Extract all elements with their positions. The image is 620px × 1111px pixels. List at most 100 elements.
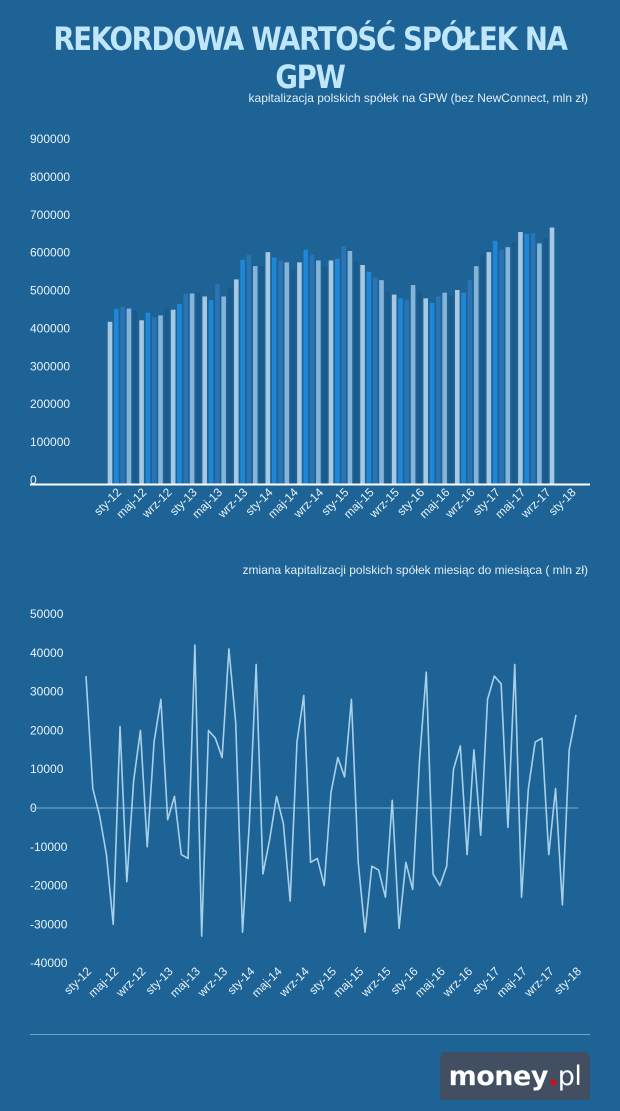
line-x-tick-label: sty-18 (551, 964, 584, 997)
bar-y-tick-label: 700000 (30, 208, 70, 222)
bar (215, 283, 220, 484)
bar (372, 277, 378, 484)
bar (549, 227, 555, 485)
bar-y-tick-label: 0 (30, 473, 37, 487)
bar (537, 243, 542, 484)
bar (511, 241, 517, 484)
bar (467, 280, 473, 484)
line-y-tick-label: 20000 (30, 723, 64, 737)
bar (442, 292, 447, 484)
line-x-tick-label: maj-13 (167, 964, 203, 1000)
bar (303, 249, 309, 484)
bar (202, 296, 208, 484)
line-x-tick-label: wrz-13 (194, 964, 230, 1000)
bar (183, 293, 189, 484)
bar (341, 246, 346, 484)
change-series-line (85, 644, 577, 937)
bar (208, 300, 214, 484)
bar (473, 266, 479, 484)
money-pl-logo[interactable]: money. pl (440, 1052, 590, 1100)
bar (379, 280, 384, 484)
bar (423, 298, 429, 484)
bar (360, 265, 365, 484)
bar (328, 260, 334, 484)
bar (322, 267, 327, 484)
line-x-tick-label: wrz-17 (521, 964, 557, 1000)
bar (151, 317, 157, 484)
bar (284, 262, 290, 484)
bar (278, 260, 283, 484)
bar (158, 315, 163, 484)
bar (316, 260, 321, 484)
bar (486, 252, 492, 484)
bar (221, 296, 226, 484)
footer-divider (30, 1034, 590, 1035)
line-y-tick-label: -20000 (30, 879, 68, 893)
line-y-tick-label: -30000 (30, 917, 68, 931)
bar (417, 291, 422, 484)
logo-text-pl: pl (557, 1060, 582, 1092)
bar (410, 285, 416, 484)
bar-chart: 900000 800000 700000 600000 500000 400000 3000… (30, 132, 590, 521)
bar (233, 279, 239, 484)
bar (499, 249, 504, 484)
bar (290, 269, 296, 484)
bar (126, 308, 132, 484)
bar (454, 290, 460, 484)
line-x-tick-label: maj-14 (249, 964, 285, 1000)
line-x-tick-label: maj-15 (331, 964, 367, 1000)
bar-y-tick-label: 600000 (30, 246, 70, 260)
bar (177, 304, 182, 484)
bar (265, 252, 271, 484)
bar (366, 271, 372, 484)
bar (145, 312, 151, 484)
line-x-tick-label: maj-12 (86, 964, 122, 1000)
bar-y-tick-label: 300000 (30, 359, 70, 373)
bar (170, 309, 176, 484)
line-x-tick-label: maj-16 (412, 964, 448, 1000)
line-y-tick-label: 10000 (30, 762, 64, 776)
bar (107, 321, 113, 484)
bar (436, 296, 441, 484)
bar (492, 240, 498, 484)
bar-chart-subtitle: kapitalizacja polskich spółek na GPW (be… (248, 91, 588, 105)
bar (448, 296, 454, 484)
bar (240, 259, 245, 484)
bar (132, 310, 138, 484)
bar (461, 292, 466, 484)
bar (518, 232, 523, 484)
bar (347, 250, 353, 484)
logo-dot: . (547, 1060, 558, 1092)
bar (227, 287, 233, 484)
line-y-tick-label: 50000 (30, 607, 64, 621)
line-chart: 50000400003000020000100000-10000-20000-3… (30, 607, 584, 1000)
bar-y-tick-label: 100000 (30, 435, 70, 449)
line-y-tick-label: -40000 (30, 956, 68, 970)
bar (252, 266, 258, 484)
bar-y-tick-label: 500000 (30, 284, 70, 298)
line-x-tick-label: wrz-14 (276, 964, 312, 1000)
bar (335, 258, 340, 484)
bar-y-tick-label: 400000 (30, 321, 70, 335)
line-x-tick-label: wrz-16 (439, 964, 475, 1000)
bar (480, 254, 485, 484)
bar (505, 247, 511, 484)
logo-text-money: money (448, 1060, 549, 1092)
bar (259, 266, 264, 484)
bar-y-tick-label: 200000 (30, 397, 70, 411)
bar-y-tick-label: 900000 (30, 132, 70, 146)
line-x-tick-label: wrz-12 (112, 964, 148, 1000)
bar (429, 302, 435, 484)
bar (398, 298, 403, 484)
line-x-tick-label: maj-17 (494, 964, 530, 1000)
bar (353, 261, 359, 484)
bar (385, 291, 391, 484)
bar (530, 233, 536, 484)
bar (543, 238, 548, 484)
bar (391, 294, 397, 484)
bar (139, 320, 144, 484)
line-y-tick-label: 30000 (30, 685, 64, 699)
bar (114, 308, 119, 484)
bar (297, 262, 302, 484)
bar (271, 257, 277, 484)
